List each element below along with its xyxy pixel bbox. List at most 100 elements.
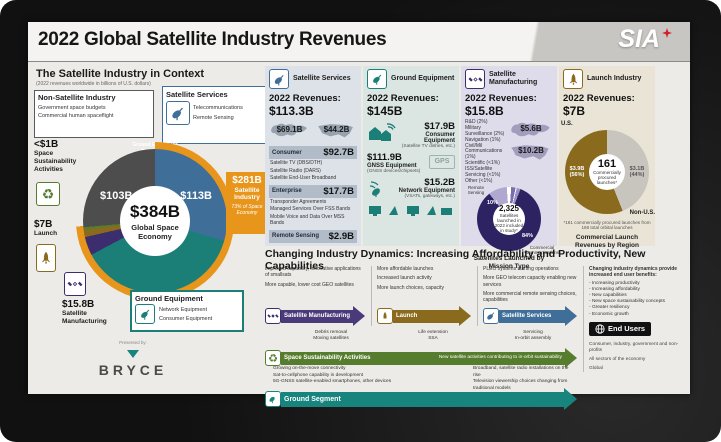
launch-industry-icon xyxy=(563,69,583,89)
commercial-comms-pct: 84% xyxy=(521,232,533,239)
dynamics-bullet: More launch choices, capacity xyxy=(377,284,444,291)
launch-arrow: Launch xyxy=(377,306,471,326)
item-label: GNSS Equipment xyxy=(367,162,417,169)
item-value: $111.9B xyxy=(367,151,402,163)
revenues-label: 2022 Revenues: xyxy=(269,93,341,104)
mission-item: Scientific (<1%) xyxy=(465,160,500,167)
satellite-services-icon xyxy=(269,69,289,89)
services-context-title: Satellite Services xyxy=(166,90,228,99)
sus-group-line: In-orbit assembly xyxy=(514,336,552,342)
sia-star-icon xyxy=(662,28,672,38)
mission-item: Civil/Mil Communications (1%) xyxy=(465,142,503,161)
dynamics-bullet: Increased launch activity xyxy=(377,275,432,282)
arrow-head xyxy=(459,306,471,326)
mission-item: ISS/Satellite Servicing (<1%) xyxy=(465,166,501,179)
services-row-enterprise: Enterprise $17.7B Transponder Agreements … xyxy=(269,184,357,227)
dynamics-bullet: More commercial remote sensing choices, … xyxy=(483,290,577,303)
remote-sensing-segment-label: Remote Sensing xyxy=(467,184,485,195)
launch-text: Launch xyxy=(34,230,58,237)
dynamics-heading: Changing Industry Dynamics: Increasing A… xyxy=(265,248,646,272)
context-subheading: (2022 revenues worldwide in billions of … xyxy=(36,81,151,87)
benefit-item: New space sustainability concepts xyxy=(589,299,684,305)
world-map-icon xyxy=(271,123,307,137)
bryce-wordmark: BRYCE xyxy=(98,362,168,378)
column-title: Satellite Manufacturing xyxy=(489,70,538,86)
row-value: $17.7B xyxy=(323,185,354,197)
sus-group-line: SSA xyxy=(428,336,438,342)
commercial-comms-label: Commercial Communications xyxy=(525,244,560,255)
launch-count-label: Commercially procured launches* xyxy=(593,169,621,186)
services-context-item: Remote Sensing xyxy=(193,115,234,121)
item-label: Consumer Equipment xyxy=(424,131,455,144)
sustainability-group: Servicing In-orbit assembly xyxy=(493,330,573,342)
network-devices-icons xyxy=(369,205,452,216)
mission-item: Other (<1%) xyxy=(465,177,493,184)
globe-icon xyxy=(595,324,605,334)
bryce-triangle-icon xyxy=(127,350,139,358)
row-sub: Managed Services Over FSS Bands xyxy=(270,206,351,212)
context-heading: The Satellite Industry in Context xyxy=(36,68,205,80)
dynamics-bullet: Improved capability, innovative applicat… xyxy=(265,266,361,279)
ground-segment-notes-right: Broadband, satellite radio installations… xyxy=(473,366,577,393)
ground-item-gnss: $111.9B GNSS Equipment (GNSS devices/chi… xyxy=(367,151,455,174)
benefit-item: Economic growth xyxy=(589,312,684,318)
economy-total-label: Global Space Economy xyxy=(131,222,179,241)
item-value: $17.9B xyxy=(424,121,455,132)
manufacturing-arrow: Satellite Manufacturing xyxy=(265,306,366,326)
mission-item: R&D (2%) xyxy=(465,119,488,125)
us-map-icon xyxy=(511,145,549,160)
arrow-label: Ground Segment xyxy=(281,391,564,407)
ground-segment-arrow: Ground Segment xyxy=(265,388,577,410)
satellite-manufacturing-icon xyxy=(465,69,485,89)
row-sub: Satellite End-User Broadband xyxy=(270,175,337,181)
nonus-region-value: $3.1B (44%) xyxy=(629,166,645,178)
sustainability-value: <$1B xyxy=(34,139,59,150)
row-sub: Transponder Agreements xyxy=(270,198,327,205)
dynamics-bullet: More affordable launches xyxy=(377,266,434,272)
ground-note: 5G-GNSS satellite-enabled smartphones, o… xyxy=(273,379,392,385)
ground-box-item: Consumer Equipment xyxy=(159,316,213,322)
revenues-value: $15.8B xyxy=(465,104,504,118)
non-satellite-segment-value: $103B xyxy=(100,190,133,202)
row-sub: Satellite Radio (DARS) xyxy=(270,167,321,174)
revenues-label: 2022 Revenues: xyxy=(367,93,439,104)
sus-group-line: Life extension xyxy=(418,330,448,335)
row-label: Consumer xyxy=(272,149,302,156)
end-users-badge: End Users xyxy=(589,321,652,336)
economy-total: $384B xyxy=(129,201,181,221)
satellites-launched-count: 2,325 xyxy=(498,204,520,214)
benefit-note: Consumer, industry, government and non-p… xyxy=(589,341,679,353)
us-revenue: $10.2B xyxy=(518,146,544,155)
launch-footnote: *161 commercially procured launches from… xyxy=(563,220,651,230)
industry-dynamics-section: Changing Industry Dynamics: Increasing A… xyxy=(265,248,684,410)
benefits-intro: Changing industry dynamics provide incre… xyxy=(589,266,678,279)
arrow-head xyxy=(353,306,366,326)
mission-donut-center: 2,325 Satellites launched in 2022 includ… xyxy=(493,202,525,235)
column-satellite-services: Satellite Services 2022 Revenues: $113.3… xyxy=(265,66,361,246)
remote-sensing-pct: 10% xyxy=(487,199,499,206)
dynamics-bullet: PLEO systems starting operations xyxy=(483,266,559,272)
sus-group-line: Moving satellites xyxy=(313,336,349,342)
dynamics-col-manufacturing: Improved capability, innovative applicat… xyxy=(265,266,366,326)
dynamics-col-launch: More affordable launches Increased launc… xyxy=(371,266,471,326)
sia-logo: SIA xyxy=(618,25,660,53)
ground-equipment-icon xyxy=(367,69,387,89)
services-segment-value: $113B xyxy=(180,190,212,202)
sustainability-arrow: ♻ Space Sustainability Activities New sa… xyxy=(265,348,577,368)
end-users-label: End Users xyxy=(608,324,646,334)
services-row-remote-sensing: Remote Sensing $2.9B xyxy=(269,229,357,243)
industry-note: 73% of Space Economy xyxy=(231,203,263,216)
us-map-icon xyxy=(318,124,353,138)
benefit-note: Global xyxy=(589,365,603,371)
arrow-label: Space Sustainability Activities xyxy=(284,355,371,361)
satellite-dish-icon xyxy=(483,308,499,325)
launch-value: $7B xyxy=(34,219,53,230)
mission-item: Navigation (1%) xyxy=(465,136,501,143)
us-region-value: $3.9B (56%) xyxy=(569,166,585,178)
houses-icon xyxy=(369,123,396,141)
rocket-icon xyxy=(377,308,393,324)
satellite-services-context-box: Satellite Services Telecommunications Re… xyxy=(162,86,266,144)
benefit-item: New capabilities xyxy=(589,293,684,299)
world-map: $69.1B xyxy=(269,121,310,143)
presented-by-text: Presented by: xyxy=(119,340,147,345)
